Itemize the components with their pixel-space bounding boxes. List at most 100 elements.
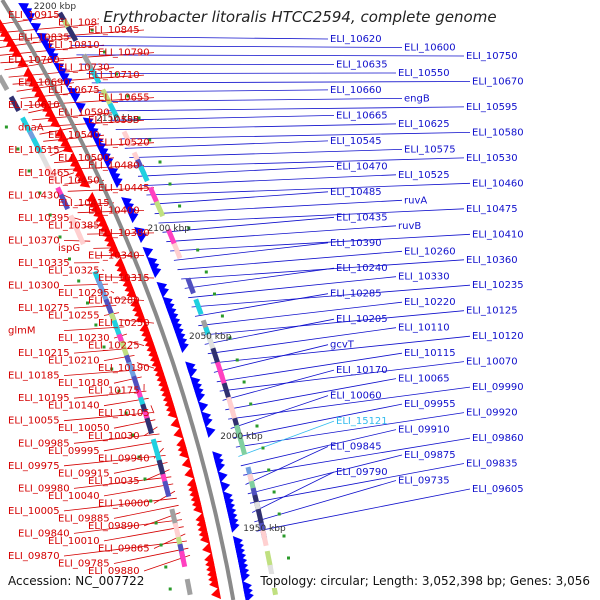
reverse-gene-mark (189, 376, 201, 388)
reverse-gene-mark (150, 266, 162, 279)
gene-label-right: ELI_09835 (466, 459, 518, 470)
leader-line-left (16, 82, 75, 92)
gene-category-box (58, 193, 70, 211)
gene-label-left: ELI_10655 (98, 93, 150, 104)
forward-gene-mark (170, 417, 181, 429)
leader-line-right (124, 140, 329, 149)
leader-line-left (113, 376, 142, 384)
gene-category-box (193, 298, 204, 316)
rna-marker (124, 411, 128, 415)
gene-category-box (234, 424, 244, 442)
gene-category-box (147, 186, 159, 204)
gene-label-right: ELI_15121 (336, 416, 388, 427)
leader-line-left (32, 112, 115, 121)
rna-marker (178, 204, 182, 208)
leader-line-right (233, 403, 403, 439)
gene-label-right: ELI_10595 (466, 102, 518, 113)
leader-line-right (129, 149, 403, 158)
gene-label-left: ELI_10035 (88, 476, 140, 487)
leader-line-left (0, 29, 145, 41)
forward-gene-mark (167, 407, 178, 419)
rna-marker (77, 279, 81, 283)
rna-marker (213, 292, 216, 296)
gene-label-right: ELI_10635 (336, 60, 388, 71)
leader-line-right (177, 250, 403, 271)
gene-category-box (0, 74, 10, 91)
gene-category-box (166, 228, 177, 246)
rna-marker (102, 345, 106, 349)
forward-gene-mark (209, 577, 220, 590)
gene-label-left: ELI_10340 (88, 250, 140, 261)
gene-label-right: engB (404, 93, 430, 104)
reverse-gene-mark (156, 281, 168, 294)
leader-line-right (222, 369, 335, 401)
leader-line-right (191, 284, 471, 308)
reverse-gene-mark (107, 167, 119, 179)
gene-label-right: ELI_10115 (404, 348, 456, 359)
gene-label-left: ELI_10380 (98, 228, 150, 239)
gene-label-left: ELI_10710 (88, 70, 140, 81)
forward-gene-mark (110, 246, 122, 259)
leader-line-left (150, 405, 155, 414)
leader-line-left (113, 297, 145, 301)
reverse-gene-mark (165, 306, 177, 319)
gene-label-right: ELI_10410 (472, 229, 524, 240)
rna-marker (242, 380, 246, 384)
forward-gene-mark (79, 176, 91, 188)
gene-label-left: ELI_10195 (18, 393, 70, 404)
leader-line-right (243, 437, 471, 476)
gene-label-left: ELI_10275 (18, 303, 70, 314)
leader-line-left (67, 187, 155, 192)
rna-marker (235, 358, 239, 362)
reverse-gene-mark (202, 416, 213, 428)
gene-label-left: ELI_10520 (98, 138, 150, 149)
gene-label-left: ELI_10500 (58, 153, 110, 164)
gene-label-right: ELI_10065 (398, 374, 450, 385)
rna-marker (196, 248, 200, 252)
reverse-gene-mark (173, 326, 184, 338)
gene-label-right: ELI_10530 (466, 153, 518, 164)
leader-line-right (247, 454, 403, 495)
leader-line-left (63, 497, 177, 512)
leader-line-right (142, 174, 397, 186)
gene-label-left: ELI_10415 (58, 198, 110, 209)
reverse-gene-mark (146, 256, 158, 269)
leader-line-right (158, 208, 465, 224)
leader-line-left (103, 526, 184, 542)
leader-line-left (63, 540, 187, 557)
rna-marker (103, 50, 106, 54)
leader-line-right (207, 327, 397, 355)
gene-category-box (171, 242, 183, 260)
leader-line-right (216, 352, 403, 383)
rna-marker (137, 116, 141, 120)
gene-category-box (144, 417, 154, 435)
gene-label-right: ELI_10660 (330, 85, 382, 96)
leader-line-right (249, 463, 465, 504)
gene-category-box (178, 550, 188, 568)
rna-marker (90, 28, 94, 32)
leader-line-right (245, 446, 329, 485)
leader-line-left (63, 194, 72, 199)
rna-marker (154, 521, 158, 525)
reverse-gene-mark (61, 77, 73, 89)
gene-category-box (65, 25, 79, 42)
gene-label-left: ELI_10845 (88, 25, 140, 36)
gene-label-right: ELI_10260 (404, 246, 456, 257)
gene-label-right: ELI_10665 (336, 110, 388, 121)
leader-line-right (133, 157, 465, 168)
rna-marker (228, 336, 232, 340)
gene-label-right: ELI_09735 (398, 476, 450, 487)
rna-marker (114, 72, 118, 76)
gene-label-right: ELI_09910 (398, 425, 450, 436)
rna-marker (249, 402, 253, 406)
gene-label-left: ELI_10675 (48, 85, 100, 96)
gene-category-box (238, 438, 248, 456)
reverse-gene-mark (176, 336, 188, 348)
gene-category-box (210, 347, 221, 365)
reverse-gene-mark (47, 52, 59, 64)
reverse-gene-mark (158, 286, 169, 299)
gene-label-right: ELI_10470 (336, 161, 388, 172)
gene-category-box (31, 137, 43, 155)
gene-category-box (184, 578, 193, 596)
